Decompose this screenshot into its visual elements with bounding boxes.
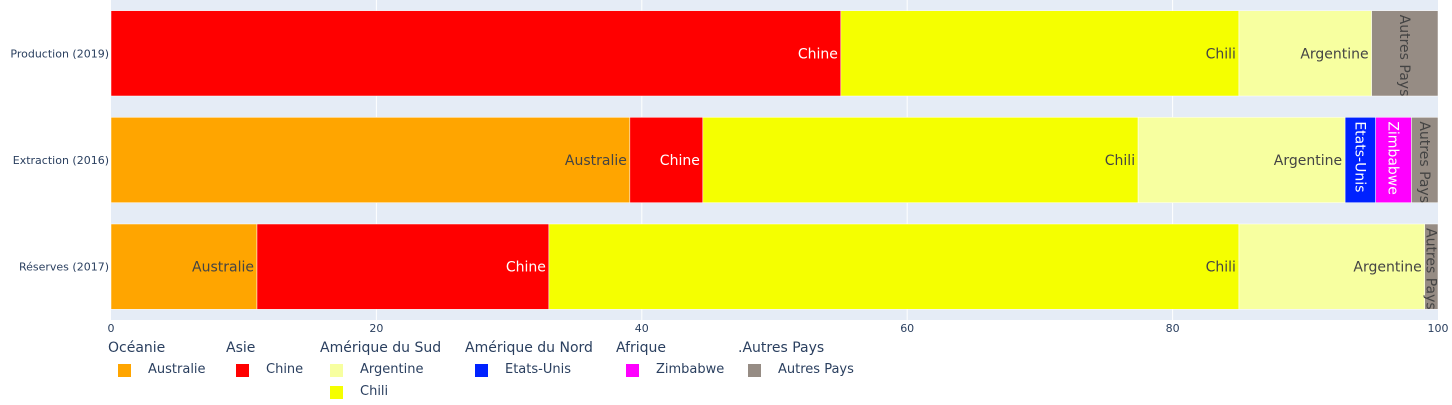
bar-label: Autres Pays	[1416, 121, 1432, 203]
y-tick-label: Extraction (2016)	[13, 154, 109, 167]
y-tick-label: Réserves (2017)	[19, 261, 109, 274]
bar-segment	[1137, 117, 1346, 203]
bar-label: Australie	[565, 153, 627, 169]
bar-label: Chine	[798, 46, 838, 62]
bar-segment	[1424, 223, 1439, 310]
legend-label: Australie	[148, 362, 206, 377]
legend-group-title: Amérique du Sud	[320, 340, 442, 356]
legend-swatch	[118, 364, 131, 377]
x-tick-label: 40	[635, 322, 649, 335]
x-tick-label: 0	[108, 322, 115, 335]
bar-segment	[548, 223, 1240, 310]
legend-group: Amérique du Sud Argentine Chili	[320, 340, 442, 399]
bar-label: Argentine	[1300, 46, 1368, 62]
bar-label: Chili	[1206, 46, 1236, 62]
bar-segment	[840, 10, 1240, 97]
bar-segment	[110, 223, 258, 310]
legend-group: Asie Chine	[226, 340, 303, 377]
bar-segment	[1375, 117, 1412, 203]
legend-label: Autres Pays	[778, 362, 854, 377]
bar-label: Argentine	[1274, 153, 1342, 169]
bar-segment	[1238, 223, 1425, 310]
y-tick-label: Production (2019)	[10, 47, 109, 60]
legend-group: .Autres Pays Autres Pays	[738, 340, 854, 377]
bar-label: Autres Pays	[1422, 228, 1438, 310]
bar-label: Chine	[660, 153, 700, 169]
bar-segment	[1411, 117, 1439, 203]
legend-label: Etats-Unis	[505, 362, 571, 377]
legend-swatch	[330, 364, 343, 377]
x-tick-label: 60	[900, 322, 914, 335]
bar-label: Autres Pays	[1396, 15, 1412, 97]
x-tick-label: 20	[369, 322, 383, 335]
bar-label: Chili	[1206, 260, 1236, 276]
legend-group: Amérique du Nord Etats-Unis	[465, 340, 593, 377]
legend-group-title: Amérique du Nord	[465, 340, 593, 356]
x-tick-label: 100	[1428, 322, 1449, 335]
bar-segment	[702, 117, 1139, 203]
legend-swatch	[236, 364, 249, 377]
bar-segment	[1371, 10, 1439, 97]
x-tick-label: 80	[1166, 322, 1180, 335]
legend-swatch	[330, 386, 343, 399]
y-axis-tick-labels: Production (2019) Extraction (2016) Réserv…	[10, 47, 109, 273]
legend-group-title: Océanie	[108, 340, 166, 356]
legend-label: Chili	[360, 384, 389, 399]
bar-label: Chine	[506, 260, 546, 276]
legend-group-title: Asie	[226, 340, 256, 356]
bar-segment	[110, 117, 631, 203]
legend-group: Océanie Australie	[108, 340, 206, 377]
bar-label: Chili	[1105, 153, 1135, 169]
legend-label: Chine	[266, 362, 304, 377]
bar-label: Argentine	[1353, 260, 1421, 276]
bar-segment	[629, 117, 704, 203]
legend-swatch	[626, 364, 639, 377]
legend-label: Argentine	[360, 362, 424, 377]
bar-segment	[1344, 117, 1376, 203]
legend-swatch	[748, 364, 761, 377]
bar-segment	[1238, 10, 1372, 97]
legend-label: Zimbabwe	[656, 362, 725, 377]
legend-group-title: .Autres Pays	[738, 340, 825, 356]
bar-label: Zimbabwe	[1385, 121, 1401, 195]
legend: Océanie Australie Asie Chine Amérique du Sud…	[108, 340, 1438, 402]
bar-segment	[110, 10, 842, 97]
legend-swatch	[475, 364, 488, 377]
bar-segment	[256, 223, 550, 310]
bar-label: Etats-Unis	[1351, 121, 1367, 192]
bar-label: Australie	[192, 260, 254, 276]
legend-group-title: Afrique	[616, 340, 667, 356]
x-axis-tick-labels: 0 20 40 60 80 100	[108, 322, 1449, 335]
legend-group: Afrique Zimbabwe	[616, 340, 724, 377]
bars	[110, 10, 1439, 310]
